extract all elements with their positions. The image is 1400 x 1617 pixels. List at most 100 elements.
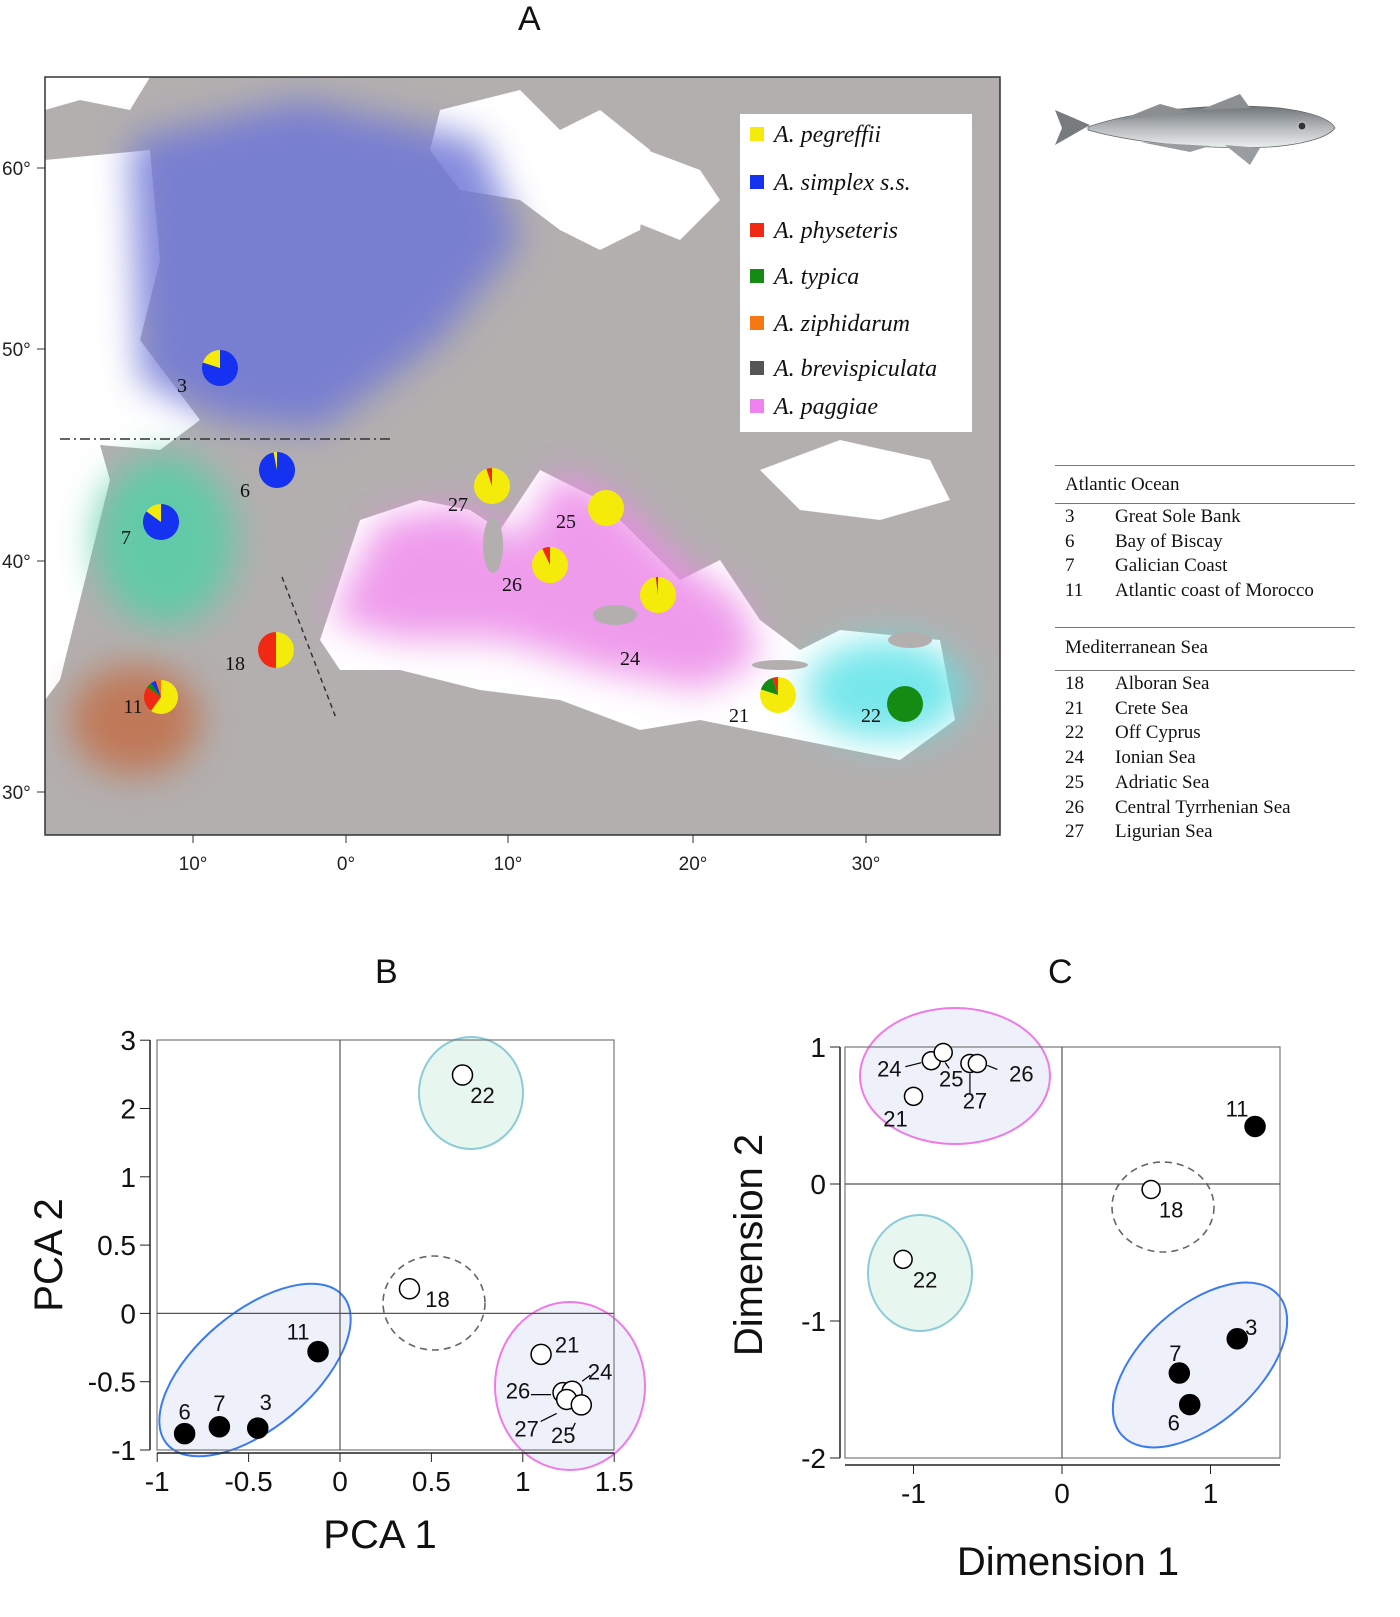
legend-swatch [750, 223, 764, 237]
point-label: 21 [555, 1332, 579, 1357]
y-tick-label: 1 [120, 1162, 136, 1193]
x-tick-label: 1 [515, 1466, 531, 1497]
y-tick-label: -2 [801, 1443, 826, 1474]
site-number: 26 [1065, 796, 1084, 818]
table-row: 18 Alboran Sea [1065, 673, 1209, 695]
pie-slice [146, 504, 161, 522]
data-point-7 [208, 1416, 231, 1438]
legend-label: A. brevispiculata [774, 356, 938, 382]
y-tick-label: -1 [801, 1306, 826, 1337]
point-label: 22 [470, 1083, 494, 1108]
legend-label: A. physeteris [774, 218, 898, 244]
x-tick-label: -1 [901, 1478, 926, 1509]
legend-label: A. paggiae [774, 394, 878, 420]
site-name: Alboran Sea [1115, 673, 1210, 694]
point-label: 3 [260, 1390, 272, 1415]
cluster-ellipse-cyprus [418, 1036, 524, 1150]
site-number: 22 [1065, 722, 1084, 744]
site-label: 6 [240, 480, 250, 502]
table-row: 6 Bay of Biscay [1065, 531, 1223, 553]
data-point-18 [398, 1278, 421, 1300]
cluster-ellipse-alboran [382, 1255, 486, 1351]
map-axis-ticks: 60° 50° 40° 30° 10° 0° 10° 20° 30° [2, 159, 880, 875]
gibraltar-boundary [281, 576, 337, 719]
data-point-22 [451, 1064, 474, 1086]
site-table: Atlantic Ocean 3 Great Sole Bank 6 Bay of Bi… [1055, 0, 1355, 900]
table-rule [1055, 670, 1355, 671]
lat-label: 50° [2, 340, 31, 361]
table-row: 21 Crete Sea [1065, 698, 1188, 720]
data-point-21 [903, 1086, 924, 1107]
hake-fish-illustration [1055, 94, 1336, 165]
pie-site-21: 21 [729, 677, 797, 727]
site-label: 24 [620, 648, 640, 670]
pie-slice [655, 577, 658, 595]
point-label: 24 [588, 1359, 612, 1384]
legend-item: A. ziphidarum [750, 311, 910, 338]
site-number: 11 [1065, 580, 1084, 602]
y-tick-label: 2 [120, 1094, 136, 1125]
leader-line [540, 1412, 557, 1422]
legend-swatch [750, 361, 764, 375]
table-rule [1055, 627, 1355, 628]
pie-slice [474, 468, 511, 504]
site-name: Central Tyrrhenian Sea [1115, 796, 1291, 818]
site-label: 21 [729, 705, 749, 727]
legend-label: A. typica [774, 264, 860, 290]
pie-site-7: 7 [121, 504, 179, 549]
data-point-3 [246, 1417, 269, 1439]
data-point-11 [307, 1340, 329, 1363]
y-tick-label: 0 [120, 1298, 136, 1329]
site-name: Galician Coast [1115, 555, 1228, 577]
point-label: 7 [213, 1391, 225, 1416]
pca-plot: -1 -0.5 0 0.5 1 2 3 -1 -0.5 0 0.5 1 1.5 PCA 1 PCA 2 6 7 3… [27, 1025, 646, 1557]
pie-slice [772, 677, 778, 695]
site-number: 3 [1065, 506, 1075, 527]
plot-frame [156, 1039, 615, 1451]
x-tick-label: 0 [1054, 1478, 1070, 1509]
data-point-22 [893, 1249, 913, 1270]
data-point-25 [933, 1042, 953, 1063]
y-tick-label: 0 [810, 1169, 826, 1200]
site-label: 22 [861, 705, 881, 727]
pie-site-24: 24 [620, 577, 676, 670]
data-point-21 [530, 1343, 552, 1366]
lon-label: 10° [494, 854, 523, 875]
pie-site-26: 26 [502, 547, 569, 596]
point-label: 27 [514, 1416, 538, 1441]
site-label: 27 [448, 494, 468, 516]
pie-slice [151, 680, 161, 697]
pie-slice [151, 680, 178, 714]
cluster-ellipse-atlantic [1111, 1281, 1289, 1449]
table-row: 27 Ligurian Sea [1065, 821, 1213, 843]
legend-item: A. paggiae [750, 394, 878, 421]
lat-label: 60° [2, 159, 31, 180]
table-row: 24 Ionian Sea [1065, 747, 1196, 769]
legend-swatch [750, 399, 764, 413]
site-label: 11 [123, 696, 142, 718]
pie-slice [760, 677, 778, 695]
table-row: 26 Central Tyrrhenian Sea [1065, 797, 1291, 819]
pie-slice [143, 687, 161, 711]
y-tick-label: 0.5 [97, 1230, 136, 1261]
site-number: 18 [1065, 673, 1084, 694]
pie-site-18: 18 [225, 632, 294, 675]
point-label: 3 [1245, 1315, 1257, 1340]
pie-slice [155, 680, 161, 697]
point-label: 18 [425, 1287, 449, 1312]
cluster-ellipse-alboran [1111, 1161, 1215, 1253]
site-number: 6 [1065, 530, 1075, 552]
site-label: 18 [225, 653, 245, 675]
legend-item: A. typica [750, 264, 859, 291]
legend-swatch [750, 127, 764, 141]
data-point-6 [1178, 1393, 1201, 1416]
point-label: 21 [883, 1106, 907, 1131]
pie-slice [656, 577, 658, 595]
panel-a-title: A [518, 0, 541, 38]
pie-slice [542, 547, 550, 565]
site-name: Bay of Biscay [1115, 530, 1223, 552]
pie-slice [276, 632, 294, 668]
table-row: 25 Adriatic Sea [1065, 772, 1209, 794]
legend-label: A. ziphidarum [774, 311, 911, 337]
point-label: 26 [506, 1379, 530, 1404]
